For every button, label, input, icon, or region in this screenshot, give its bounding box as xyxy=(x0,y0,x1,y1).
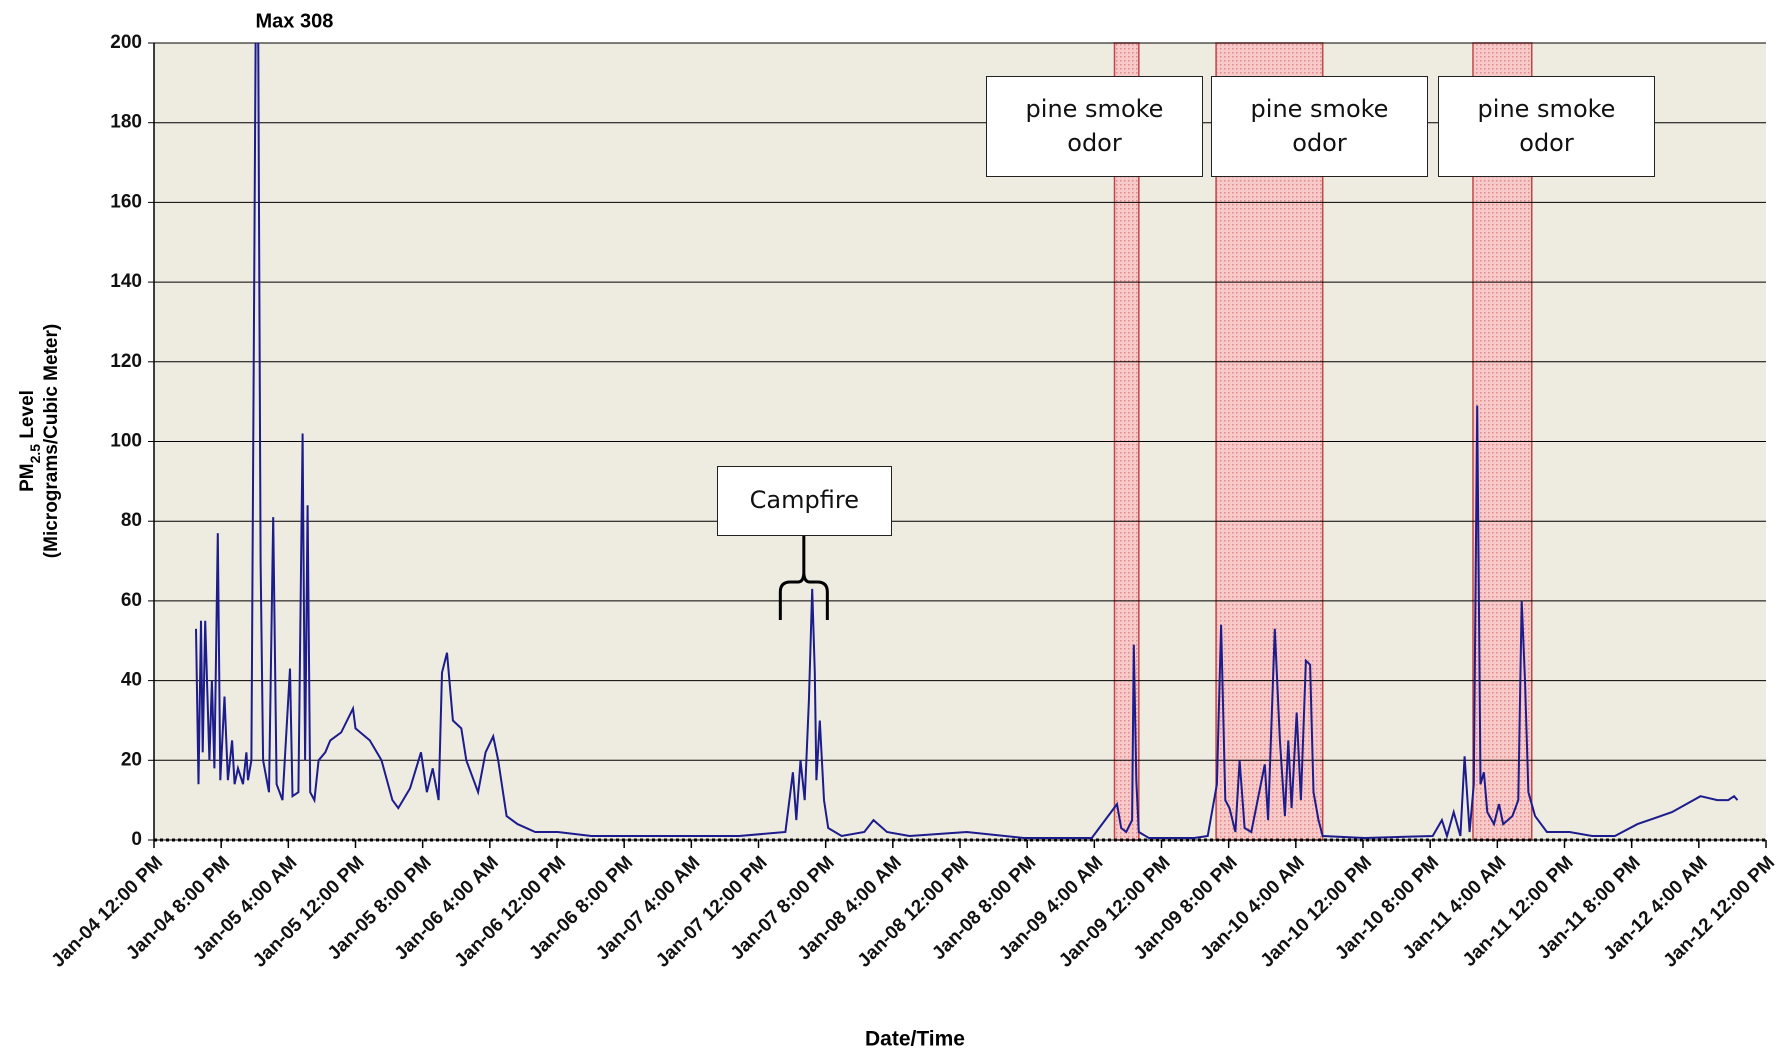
y-tick-label: 20 xyxy=(121,749,142,770)
y-tick-label: 60 xyxy=(121,590,142,611)
y-axis-units: (Micrograms/Cubic Meter) xyxy=(41,324,62,558)
annotation-text: pine smoke odor xyxy=(1438,76,1655,177)
x-axis-title: Date/Time xyxy=(865,1028,965,1051)
y-tick-label: 120 xyxy=(110,351,142,372)
y-tick-label: 80 xyxy=(121,510,142,531)
y-title-subscript: 2.5 xyxy=(27,444,43,464)
annotation-box: Campfire xyxy=(716,466,892,536)
x-tick-label: Jan-12 12:00 PM xyxy=(1660,852,1777,971)
x-tick-label: Jan-09 12:00 PM xyxy=(1055,852,1174,971)
annotation-text: Campfire xyxy=(716,466,892,536)
x-tick-label: Jan-10 12:00 PM xyxy=(1257,852,1376,971)
y-tick-label: 200 xyxy=(110,32,142,53)
annotation-box: pine smoke odor xyxy=(1211,76,1428,177)
x-tick-label: Jan-08 12:00 PM xyxy=(854,852,973,971)
x-tick-label: Jan-05 12:00 PM xyxy=(249,852,368,971)
x-tick-label: Jan-07 12:00 PM xyxy=(652,852,771,971)
data-line xyxy=(195,43,1739,840)
max-annotation: Max 308 xyxy=(256,10,334,32)
annotation-text: pine smoke odor xyxy=(986,76,1203,177)
y-tick-label: 0 xyxy=(131,829,142,850)
y-title-rest: Level xyxy=(17,390,38,444)
y-tick-label: 180 xyxy=(110,112,142,133)
y-title-main: PM xyxy=(17,463,38,492)
x-tick-label: Jan-04 12:00 PM xyxy=(48,852,167,971)
y-tick-label: 40 xyxy=(121,670,142,691)
y-axis-title: PM2.5 Level xyxy=(17,390,43,492)
annotation-box: pine smoke odor xyxy=(986,76,1203,177)
brace xyxy=(778,536,829,620)
y-tick-label: 160 xyxy=(110,191,142,212)
y-tick-label: 140 xyxy=(110,271,142,292)
annotation-text: pine smoke odor xyxy=(1211,76,1428,177)
y-tick-label: 100 xyxy=(110,431,142,452)
x-tick-label: Jan-06 12:00 PM xyxy=(451,852,570,971)
annotation-box: pine smoke odor xyxy=(1438,76,1655,177)
